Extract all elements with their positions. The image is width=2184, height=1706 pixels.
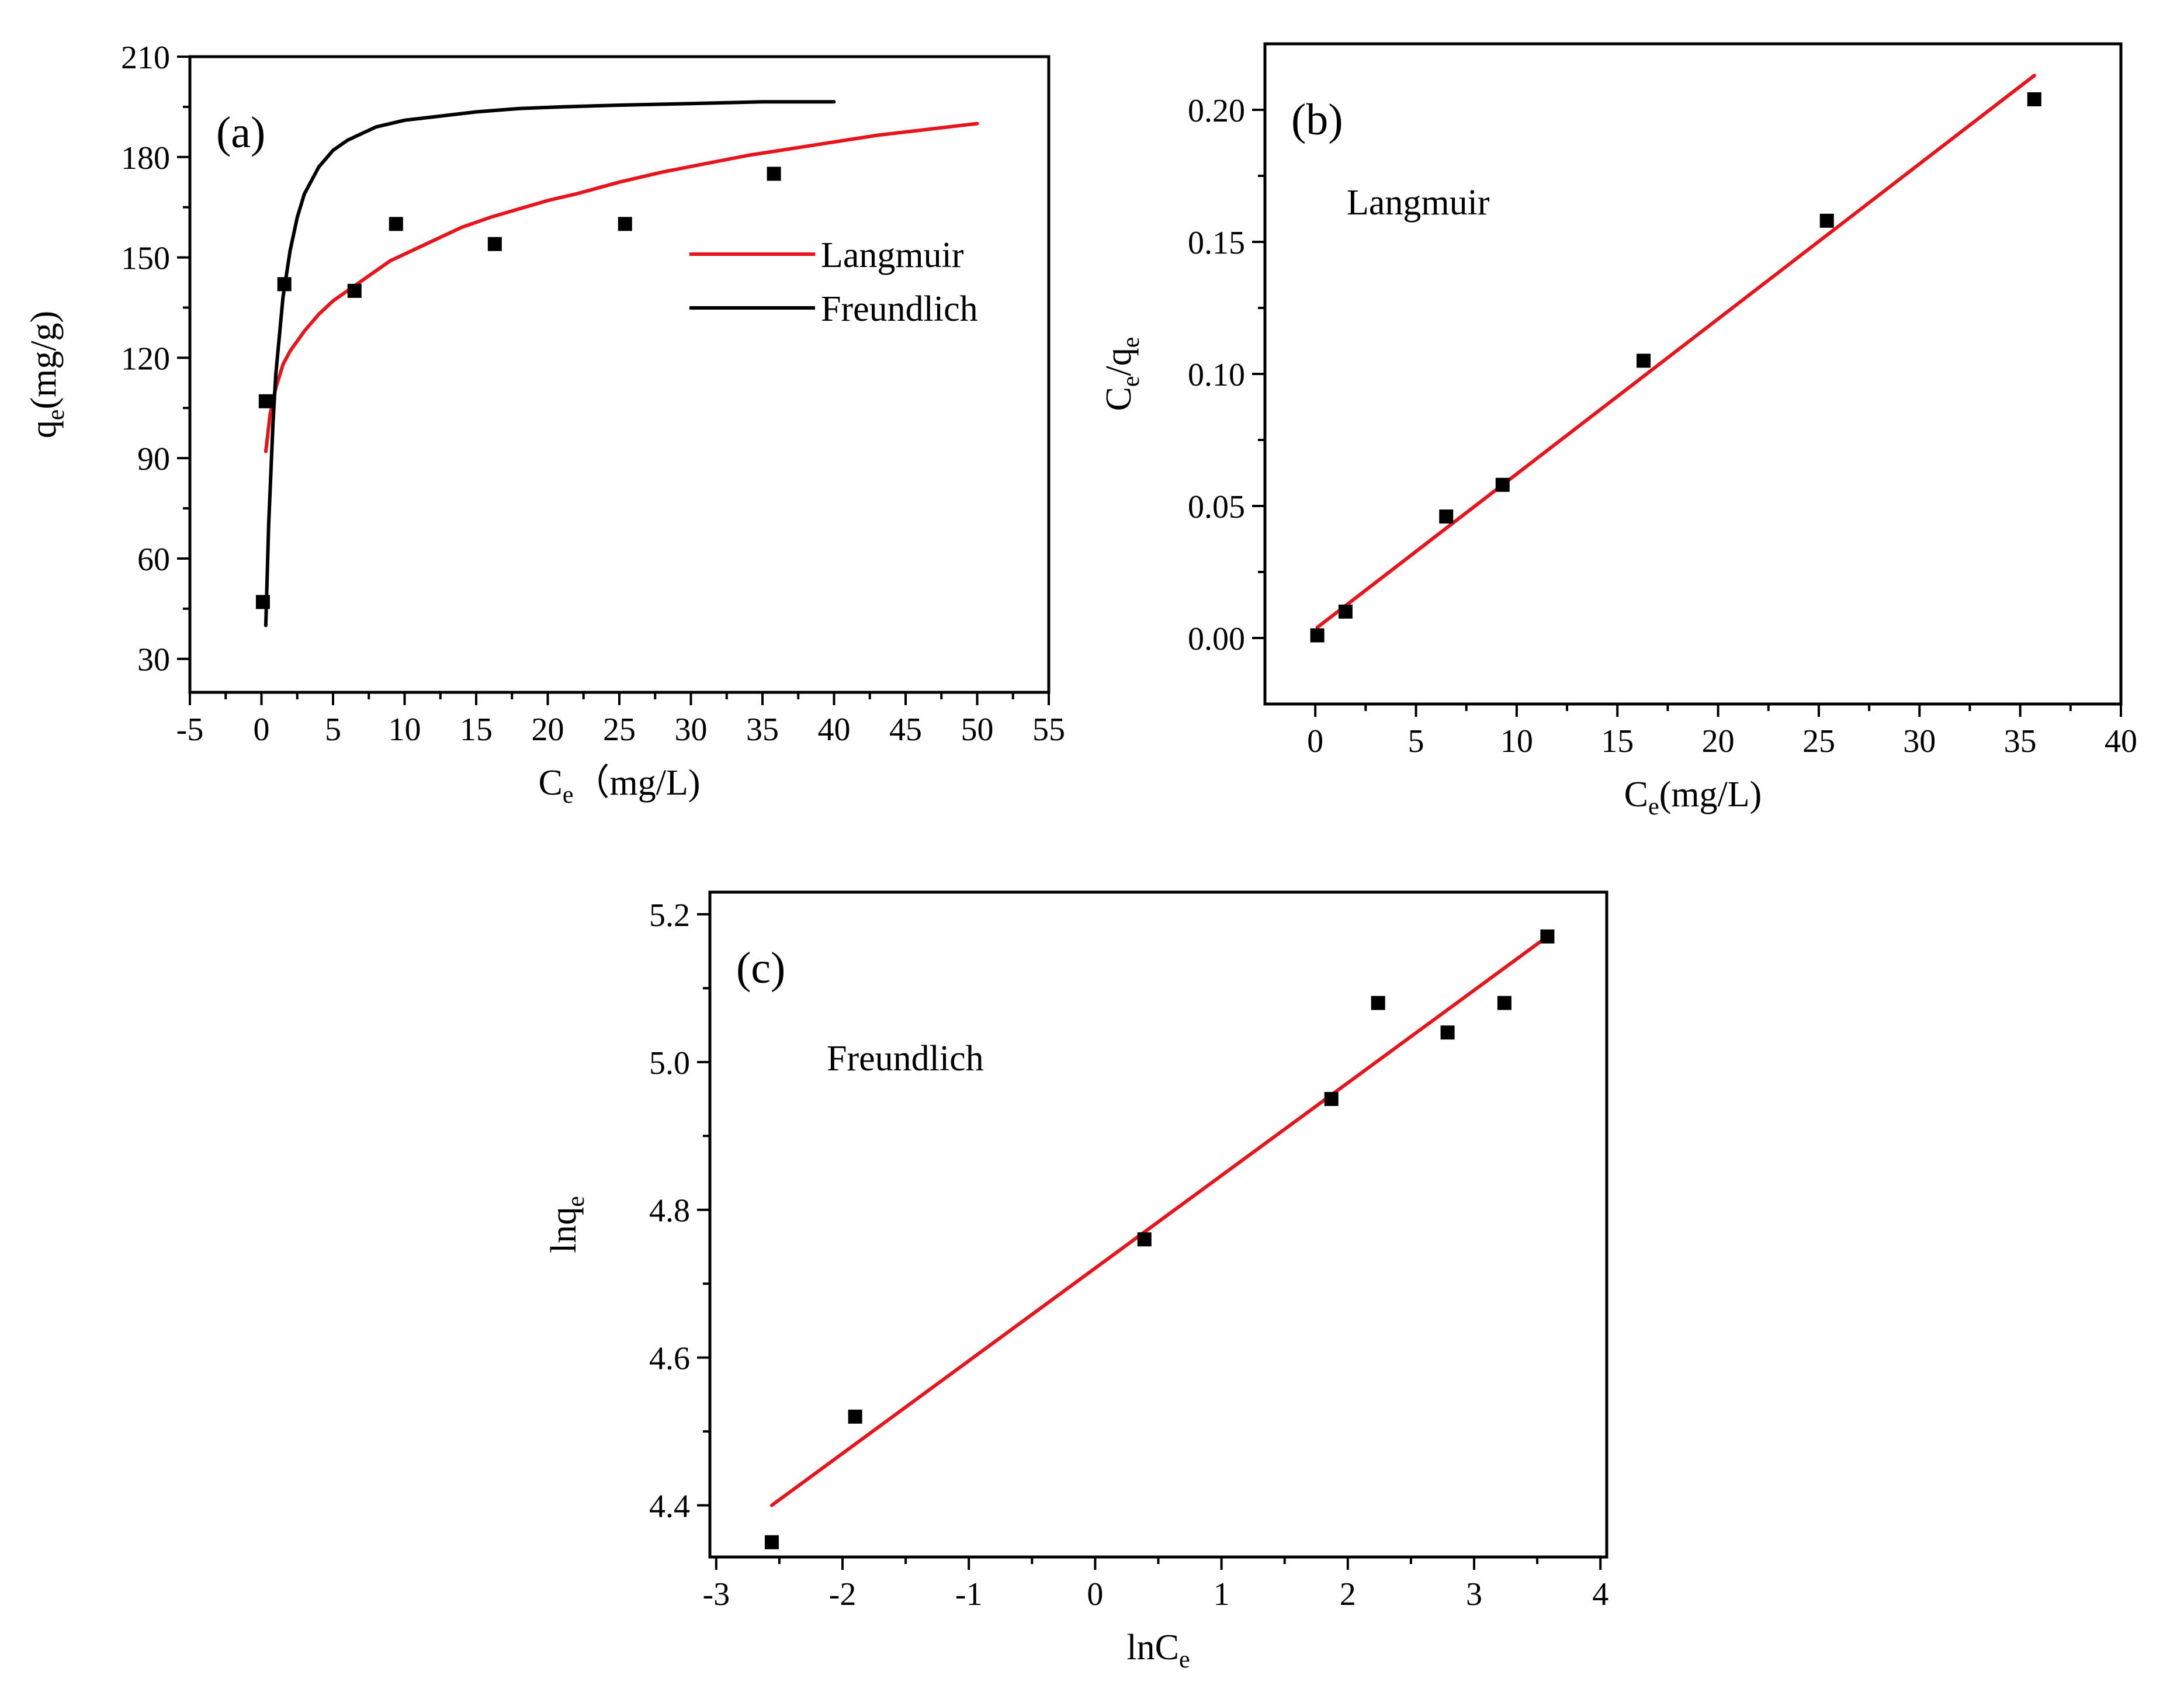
x-tick-label: 35	[2004, 723, 2037, 760]
x-tick-label: 5	[1408, 723, 1424, 760]
x-tick-label: 4	[1592, 1576, 1608, 1613]
x-axis-title: Ce(mg/L)	[1624, 775, 1762, 820]
data-point	[767, 167, 781, 181]
y-tick-label: 150	[121, 241, 170, 277]
data-point	[347, 283, 362, 298]
data-point	[1540, 929, 1555, 944]
data-point	[1371, 996, 1385, 1010]
x-tick-label: 5	[325, 712, 341, 748]
y-tick-label: 0.10	[1188, 357, 1245, 393]
y-tick-label: 0.00	[1188, 621, 1245, 657]
data-point	[1439, 509, 1454, 524]
x-tick-label: 25	[1802, 723, 1835, 760]
data-point	[764, 1535, 779, 1549]
x-tick-label: 0	[254, 712, 270, 748]
data-point	[1440, 1025, 1455, 1040]
series-line-langmuir	[264, 122, 979, 453]
x-tick-label: -1	[955, 1576, 983, 1613]
x-axis-title: Ce（mg/L)	[539, 763, 701, 809]
x-tick-label: 20	[1702, 723, 1735, 760]
y-tick-label: 0.05	[1188, 489, 1245, 525]
y-axis-title: lnqe	[544, 1196, 590, 1253]
data-point	[277, 277, 292, 292]
data-point	[1497, 996, 1512, 1010]
y-tick-label: 4.8	[649, 1193, 690, 1229]
y-tick-label: 120	[121, 341, 170, 377]
x-tick-label: 40	[2105, 723, 2137, 760]
x-tick-label: 35	[746, 712, 779, 748]
x-tick-label: 45	[889, 712, 922, 748]
x-tick-label: 25	[603, 712, 636, 748]
data-point	[618, 217, 632, 231]
y-tick-label: 30	[137, 642, 170, 678]
data-point	[848, 1409, 862, 1424]
x-tick-label: 20	[532, 712, 564, 748]
data-point	[1495, 477, 1510, 492]
chart-panels: -5 0 5 10 15 20 25 30 35 40 45 50 553060901201501802…	[24, 40, 2137, 1673]
y-tick-label: 180	[121, 140, 170, 176]
x-tick-label: -2	[829, 1576, 857, 1613]
series-line-langmuir	[1315, 74, 2036, 629]
x-tick-label: 15	[460, 712, 493, 748]
y-tick-label: 0.15	[1188, 225, 1245, 261]
data-point	[2027, 92, 2041, 106]
data-point	[1310, 628, 1325, 643]
x-tick-label: 2	[1340, 1576, 1356, 1613]
data-point	[255, 595, 270, 609]
x-tick-label: 55	[1032, 712, 1065, 748]
chart-panel-a: -5 0 5 10 15 20 25 30 35 40 45 50 55 30 60 90 120 150 180 2…	[24, 40, 1065, 809]
y-tick-label: 90	[137, 441, 170, 477]
data-point	[487, 237, 502, 251]
y-tick-label: 4.4	[649, 1488, 690, 1524]
x-tick-label: 30	[675, 712, 708, 748]
data-point	[258, 394, 273, 408]
legend-label-langmuir: Langmuir	[821, 235, 964, 275]
y-tick-label: 210	[121, 40, 170, 76]
x-tick-label: 10	[389, 712, 421, 748]
x-tick-label: 40	[818, 712, 851, 748]
data-point	[1819, 213, 1834, 228]
data-point	[1137, 1232, 1152, 1247]
legend-label-freundlich: Freundlich	[821, 289, 978, 329]
annotation-label: Freundlich	[827, 1039, 984, 1079]
y-tick-label: 0.20	[1188, 93, 1245, 129]
series-line-freundlich	[264, 100, 836, 627]
panel-label: (b)	[1291, 95, 1343, 144]
y-axis-title: qe(mg/g)	[24, 311, 70, 438]
y-tick-label: 60	[137, 542, 170, 578]
data-point	[1324, 1092, 1339, 1107]
panel-label: (a)	[216, 108, 265, 157]
x-tick-label: 0	[1087, 1576, 1103, 1613]
data-point	[1338, 604, 1353, 619]
data-point	[1637, 353, 1651, 368]
x-tick-label: 15	[1601, 723, 1634, 760]
x-tick-label: 3	[1466, 1576, 1482, 1613]
x-axis-title: lnCe	[1126, 1628, 1190, 1673]
x-tick-label: 30	[1903, 723, 1936, 760]
x-tick-label: 0	[1307, 723, 1323, 760]
x-tick-label: -3	[702, 1576, 730, 1613]
panel-label: (c)	[736, 944, 785, 993]
data-point	[389, 217, 403, 231]
x-tick-label: 10	[1500, 723, 1533, 760]
chart-panel-c: -3 -2 -1 0 1 2 3 4 4.4 4.6 4.8 5.0 5.2 lnCe lnqe (c) Fre…	[544, 890, 1608, 1673]
chart-panel-b: 0 5 10 15 20 25 30 35 40 0.00 0.05 0.10 0.15 0.20 Ce(m…	[1099, 42, 2137, 820]
x-tick-label: 50	[961, 712, 994, 748]
annotation-label: Langmuir	[1347, 183, 1490, 223]
x-tick-label: -5	[176, 712, 204, 748]
x-tick-label: 1	[1214, 1576, 1230, 1613]
y-tick-label: 5.2	[649, 897, 690, 934]
y-tick-label: 5.0	[649, 1045, 690, 1081]
y-tick-label: 4.6	[649, 1341, 690, 1377]
y-axis-title: Ce/qe	[1099, 337, 1145, 411]
series-line-freundlich	[769, 934, 1549, 1507]
